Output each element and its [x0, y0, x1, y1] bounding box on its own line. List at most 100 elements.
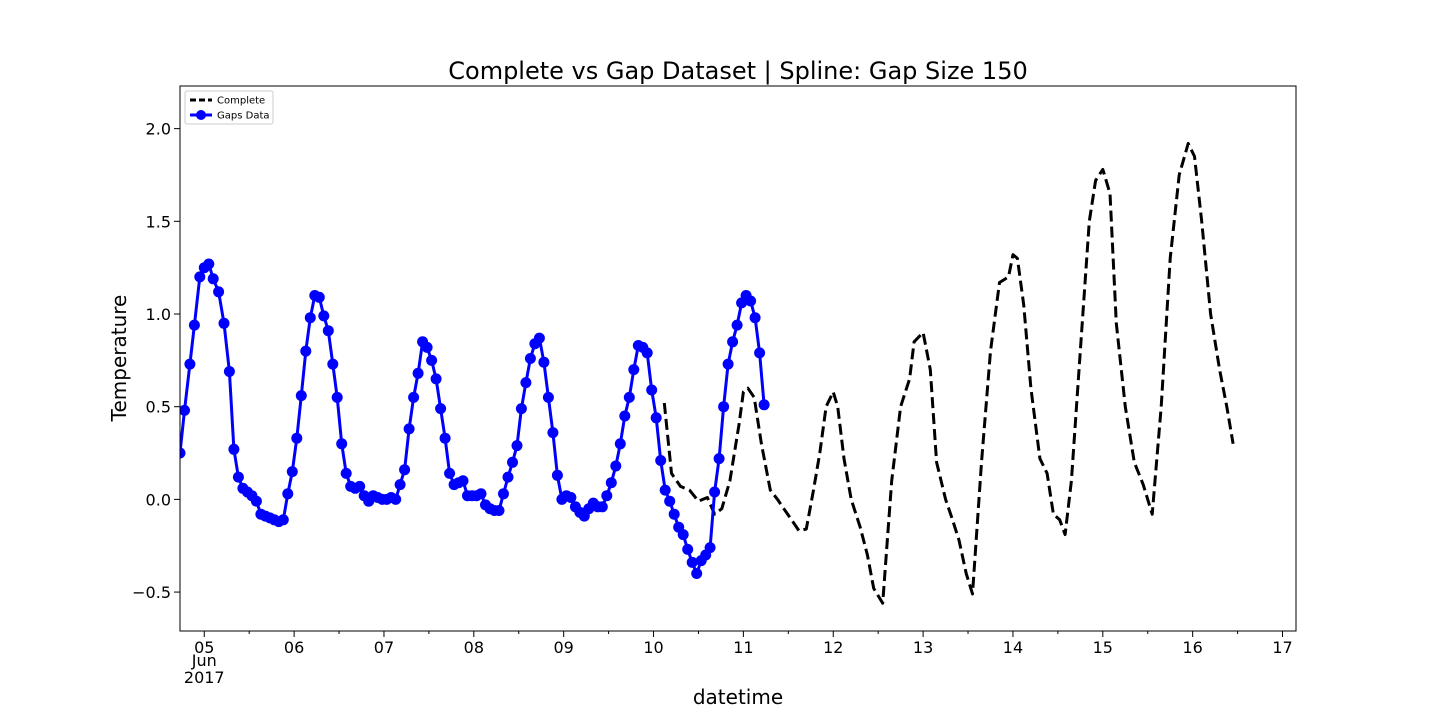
data-point [430, 373, 442, 385]
data-point [731, 319, 743, 331]
data-point [282, 488, 294, 500]
y-tick-label: 2.0 [146, 120, 171, 139]
x-tick-label: 17 [1272, 638, 1292, 657]
x-tick-label: 13 [913, 638, 933, 657]
data-point [686, 556, 698, 568]
y-tick-label: 1.5 [146, 212, 171, 231]
data-point [682, 543, 694, 555]
data-point [399, 464, 411, 476]
data-point [520, 377, 532, 389]
data-point [524, 353, 536, 364]
data-point [538, 356, 550, 368]
x-axis-label: datetime [693, 685, 783, 709]
data-point [232, 471, 244, 483]
data-point [749, 312, 761, 324]
data-point [213, 286, 225, 298]
data-point [722, 358, 734, 370]
data-point [184, 358, 196, 370]
x-tick-label: 10 [643, 638, 663, 657]
data-point [515, 403, 527, 415]
data-point [659, 484, 671, 496]
data-point [188, 319, 200, 331]
data-point [727, 336, 739, 348]
data-point [228, 443, 240, 455]
x-tick-label: 09 [554, 638, 574, 657]
data-point [421, 341, 433, 353]
data-point [502, 471, 514, 483]
data-point [291, 432, 303, 444]
data-point [412, 367, 424, 379]
plot-area [180, 142, 1235, 605]
data-point [331, 391, 343, 403]
chart-title: Complete vs Gap Dataset | Spline: Gap Si… [448, 57, 1028, 85]
data-point [547, 427, 559, 439]
data-point [300, 345, 312, 357]
plot-frame [179, 85, 1297, 632]
x-tick-year: 2017 [184, 668, 225, 687]
y-tick-label: −0.5 [132, 583, 171, 602]
y-axis-label: Temperature [107, 295, 131, 423]
data-point [313, 291, 325, 303]
data-point [596, 501, 608, 513]
data-point [250, 495, 262, 507]
data-point [408, 391, 420, 403]
data-point [605, 477, 617, 489]
data-point [207, 273, 219, 285]
data-point [511, 440, 523, 452]
data-point [650, 412, 662, 424]
data-point [718, 401, 730, 413]
data-point [322, 325, 334, 337]
data-point [664, 495, 676, 507]
data-point [277, 514, 289, 526]
y-tick-label: 0.5 [146, 398, 171, 417]
y-tick-label: 0.0 [146, 490, 171, 509]
legend-label-gaps-data: Gaps Data [217, 111, 270, 122]
data-point [551, 469, 563, 481]
data-point [218, 317, 230, 329]
x-tick-label: 16 [1182, 638, 1202, 657]
legend: Complete Gaps Data [184, 90, 274, 125]
data-point [444, 467, 456, 479]
x-tick-label: 06 [284, 638, 304, 657]
data-point [180, 447, 186, 459]
data-point [318, 310, 330, 322]
data-point [439, 432, 451, 444]
data-point [507, 456, 518, 468]
series-line-complete [662, 142, 1235, 605]
data-point [713, 453, 725, 465]
data-point [203, 258, 215, 270]
data-point [475, 488, 487, 500]
data-point [623, 391, 635, 403]
data-point [304, 312, 316, 324]
y-tick-label: 1.0 [146, 305, 171, 324]
data-point [614, 438, 626, 450]
data-point [493, 505, 505, 516]
data-point [542, 391, 554, 403]
data-point [340, 467, 352, 479]
data-point [336, 438, 348, 450]
data-point [354, 480, 366, 492]
data-point [758, 399, 770, 411]
x-tick-label: 15 [1093, 638, 1113, 657]
data-point [180, 404, 190, 416]
x-tick-label: 08 [464, 638, 484, 657]
data-point [655, 455, 667, 466]
x-tick-label: 14 [1003, 638, 1023, 657]
data-point [295, 390, 307, 402]
data-point [601, 490, 613, 502]
data-point [677, 529, 689, 541]
data-point [390, 493, 402, 505]
data-point [691, 568, 703, 579]
legend-label-complete: Complete [217, 96, 265, 107]
data-point [745, 295, 757, 307]
data-point [403, 423, 415, 435]
data-point [533, 332, 545, 344]
data-point [223, 366, 235, 377]
data-point [754, 347, 766, 359]
data-point [646, 384, 658, 396]
data-point [641, 347, 653, 359]
x-tick-label: 11 [733, 638, 753, 657]
data-point [704, 542, 716, 554]
